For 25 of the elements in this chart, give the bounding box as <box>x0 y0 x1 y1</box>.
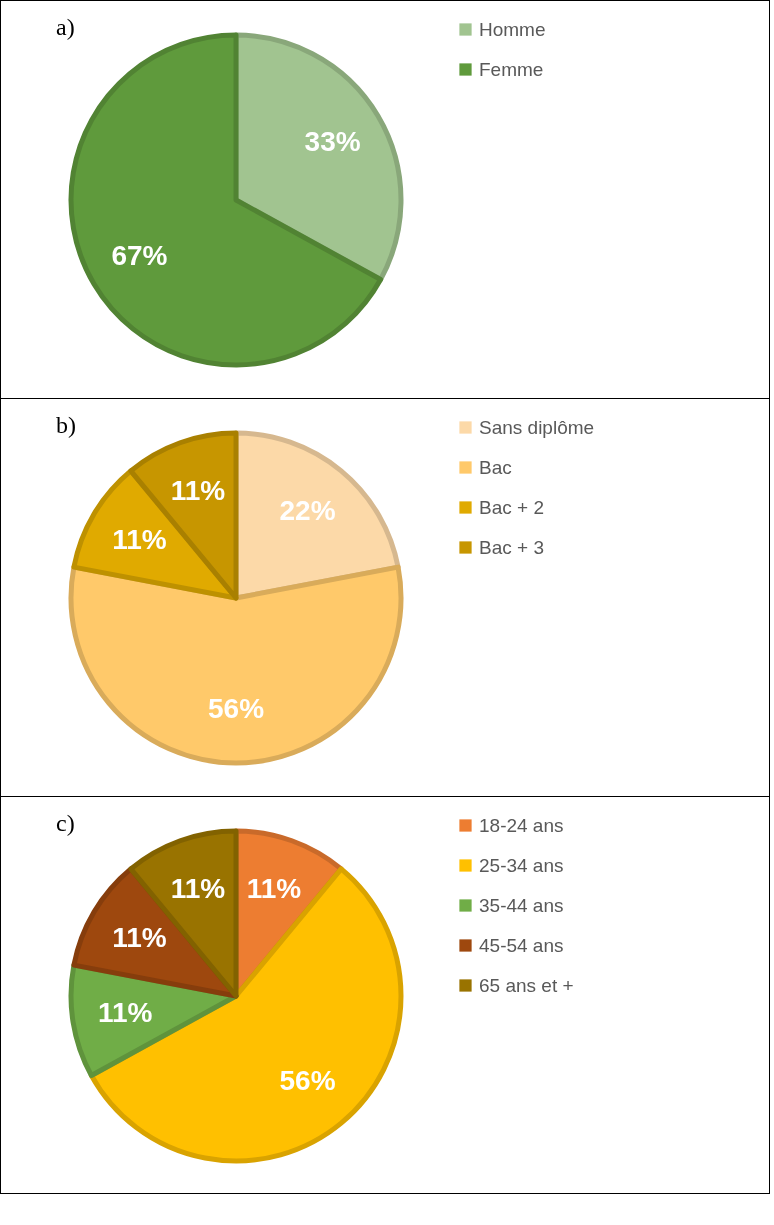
legend-label: Bac + 3 <box>479 536 544 558</box>
data-label: 11% <box>112 921 167 953</box>
legend-label: Sans diplôme <box>479 416 595 438</box>
legend-label: 25-34 ans <box>479 854 564 876</box>
legend-label: 45-54 ans <box>479 934 564 956</box>
data-label: 67% <box>111 240 168 272</box>
chart-title: a) <box>56 14 75 40</box>
chart-title: b) <box>56 412 76 438</box>
data-label: 56% <box>279 1065 336 1097</box>
data-label: 56% <box>207 693 265 725</box>
legend-label: Bac <box>479 456 512 478</box>
data-label: 11% <box>112 523 167 555</box>
legend-label: 18-24 ans <box>479 814 564 836</box>
data-label: 11% <box>170 475 226 507</box>
legend-label: Bac + 2 <box>479 496 544 518</box>
legend-label: Femme <box>479 58 544 80</box>
data-label: 11% <box>246 873 302 905</box>
chart-title: c) <box>56 810 75 836</box>
legend-label: Homme <box>479 18 546 40</box>
data-label: 22% <box>279 494 336 526</box>
data-label: 33% <box>304 125 361 157</box>
legend-label: 35-44 ans <box>479 894 564 916</box>
data-label: 11% <box>97 996 153 1028</box>
data-label: 11% <box>170 873 226 905</box>
legend-label: 65 ans et + <box>479 974 574 996</box>
